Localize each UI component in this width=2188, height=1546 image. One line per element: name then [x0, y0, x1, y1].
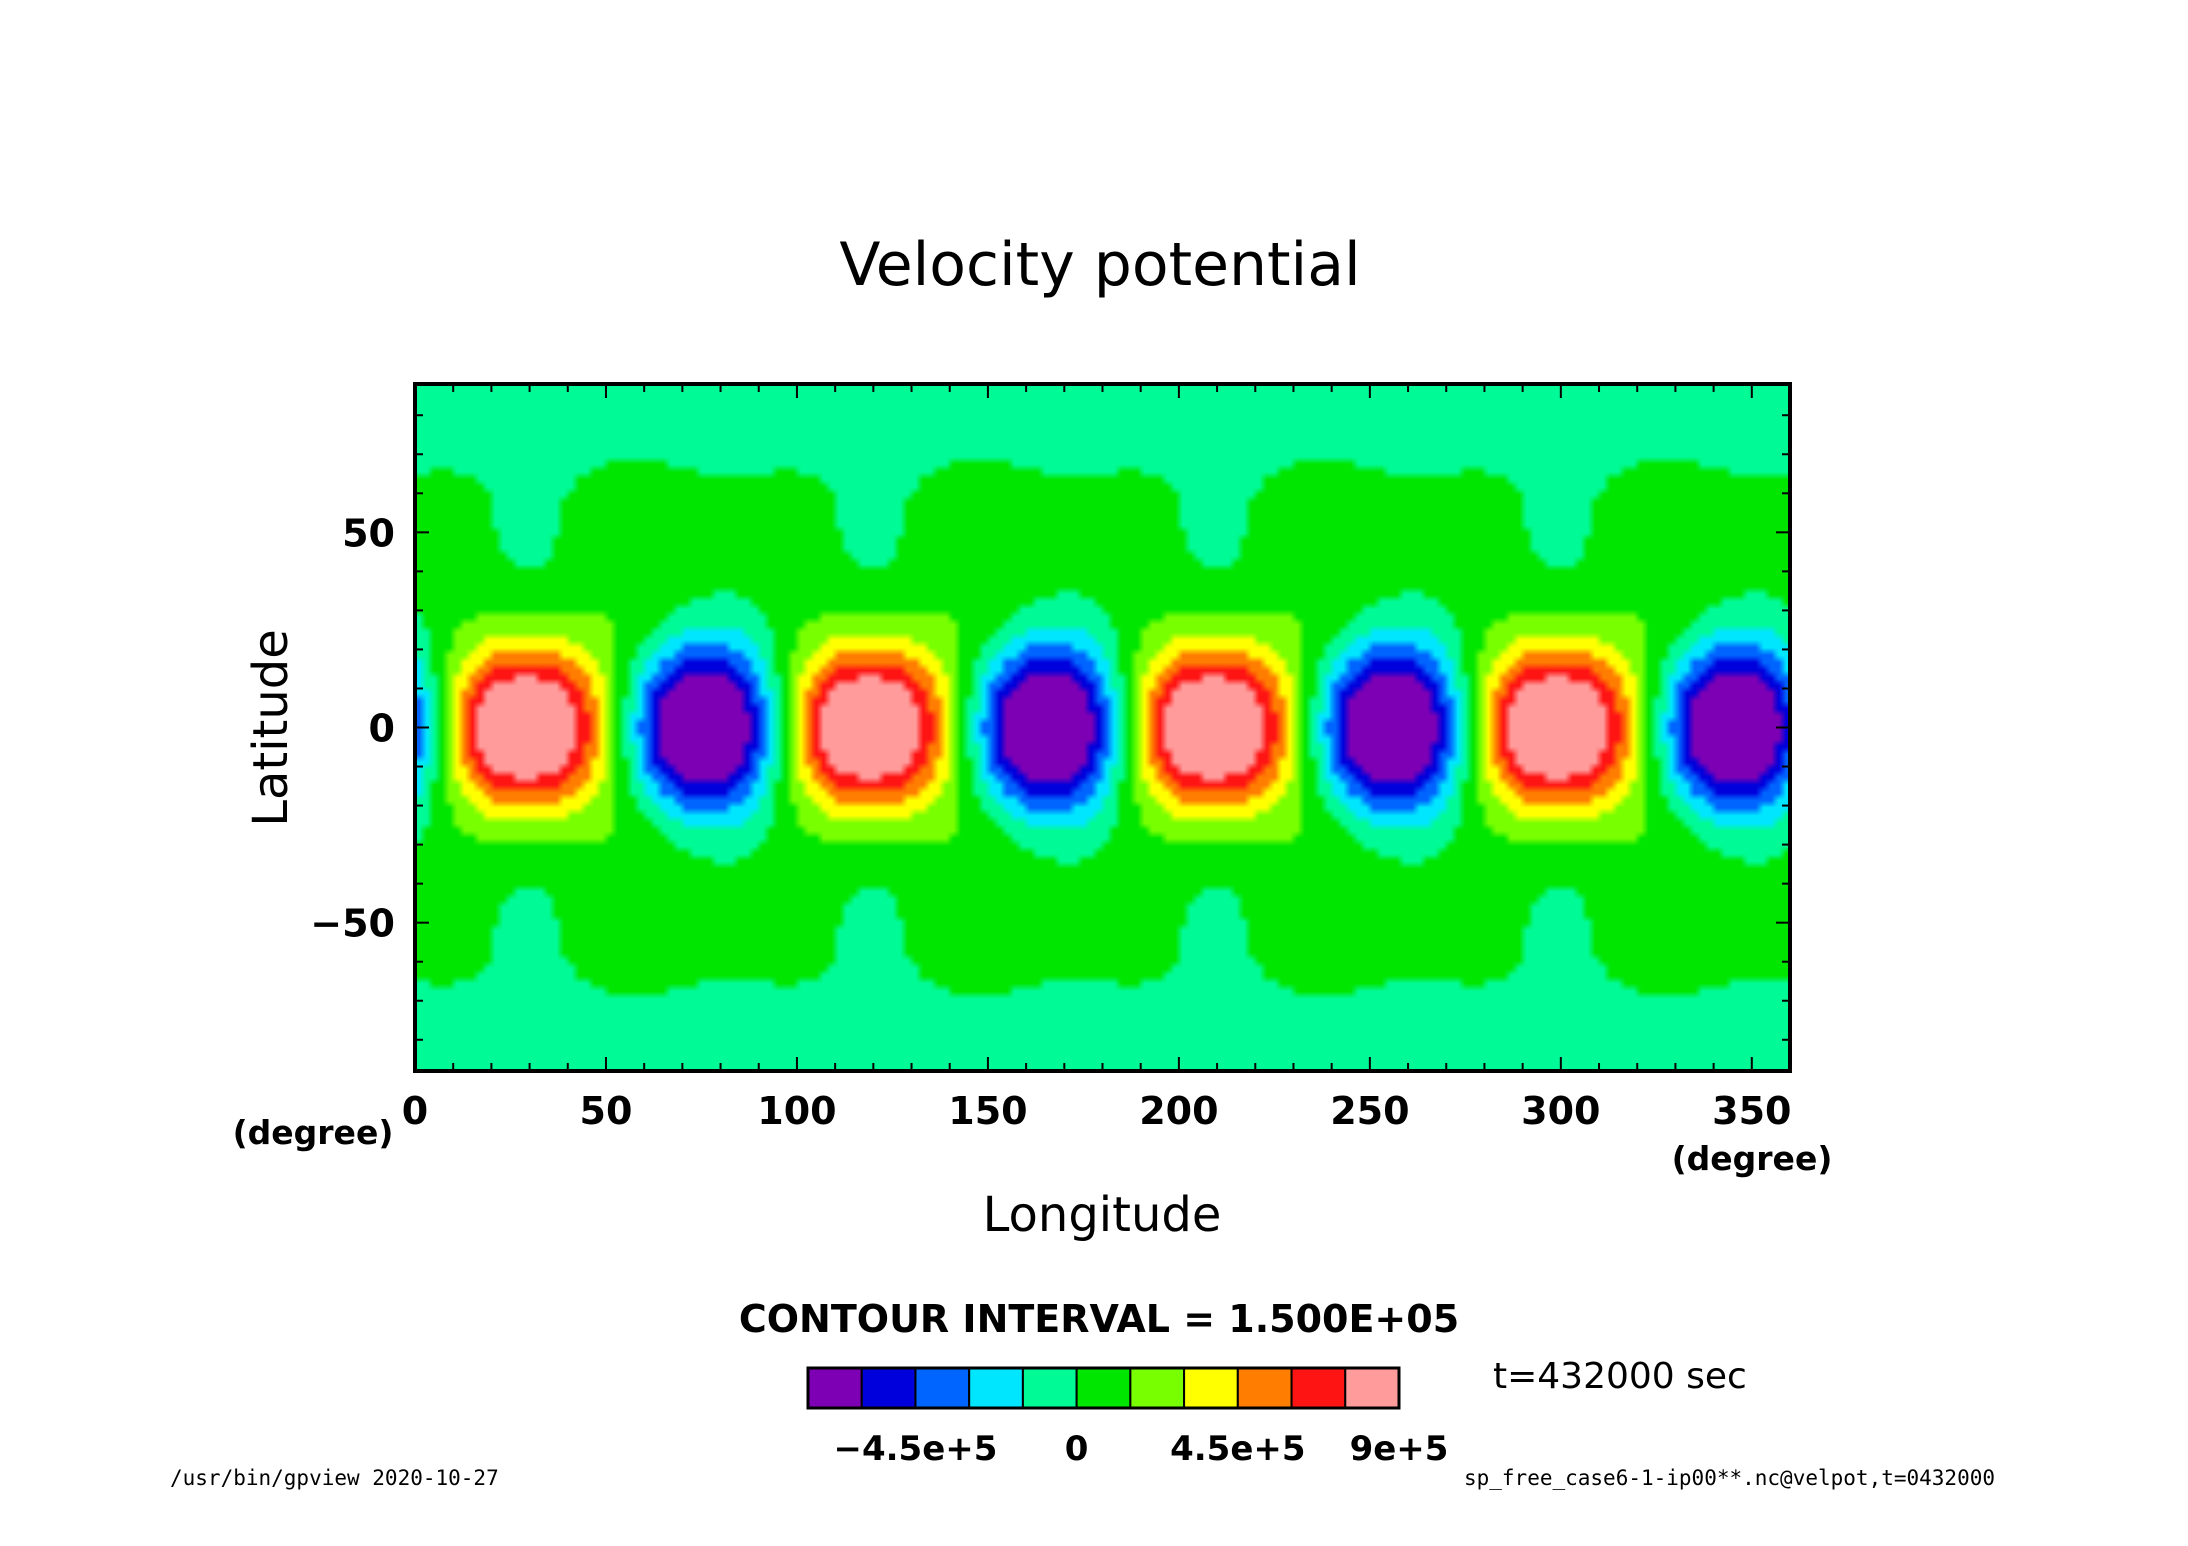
colorbar-segment — [1290, 1367, 1347, 1409]
colorbar-segment — [1236, 1367, 1293, 1409]
x-axis-label: Longitude — [983, 1187, 1222, 1243]
contour-field — [415, 384, 1790, 1071]
colorbar-segment — [1075, 1367, 1132, 1409]
x-tick-label: 250 — [1330, 1089, 1409, 1133]
x-axis-unit-left: (degree) — [233, 1113, 394, 1152]
contour-fill-image — [415, 384, 1790, 1071]
colorbar-segment — [1021, 1367, 1078, 1409]
colorbar-segment — [860, 1367, 917, 1409]
y-tick-label: 50 — [342, 511, 395, 555]
colorbar-segment — [1344, 1367, 1400, 1409]
x-tick-label: 300 — [1521, 1089, 1600, 1133]
colorbar-tick-label: 0 — [1065, 1429, 1089, 1469]
colorbar-tick-label: 9e+5 — [1350, 1429, 1449, 1469]
footer-left: /usr/bin/gpview 2020-10-27 — [170, 1466, 499, 1490]
x-tick-labels: 0 50 100 150 200 250 300 350 — [402, 1089, 1792, 1133]
colorbar-tick-label: 4.5e+5 — [1170, 1429, 1305, 1469]
y-tick-label: 0 — [369, 707, 395, 751]
time-label: t=432000 sec — [1493, 1356, 1747, 1397]
colorbar-tick-label: −4.5e+5 — [833, 1429, 997, 1469]
colorbar-segment — [968, 1367, 1024, 1409]
y-tick-labels: 50 0 −50 — [310, 511, 395, 945]
axis-ticks — [414, 384, 1790, 1071]
colorbar-segment — [807, 1367, 863, 1409]
colorbar — [806, 1366, 1401, 1410]
colorbar-segment — [1129, 1367, 1186, 1409]
x-tick-label: 200 — [1139, 1089, 1218, 1133]
x-tick-label: 100 — [757, 1089, 836, 1133]
colorbar-segment — [1183, 1367, 1239, 1409]
x-tick-label: 350 — [1712, 1089, 1791, 1133]
y-tick-label: −50 — [310, 902, 395, 946]
x-axis-unit-right: (degree) — [1672, 1139, 1833, 1178]
colorbar-frame — [806, 1366, 1401, 1410]
x-tick-label: 150 — [948, 1089, 1027, 1133]
colorbar-segment — [914, 1367, 971, 1409]
x-tick-label: 50 — [580, 1089, 633, 1133]
footer-right: sp_free_case6-1-ip00**.nc@velpot,t=04320… — [1464, 1466, 1995, 1490]
y-axis-label: Latitude — [243, 629, 299, 827]
chart-title: Velocity potential — [839, 230, 1360, 300]
contour-interval-label: CONTOUR INTERVAL = 1.500E+05 — [739, 1297, 1459, 1341]
x-tick-label: 0 — [402, 1089, 428, 1133]
colorbar-tick-labels: −4.5e+5 0 4.5e+5 9e+5 — [833, 1429, 1448, 1469]
